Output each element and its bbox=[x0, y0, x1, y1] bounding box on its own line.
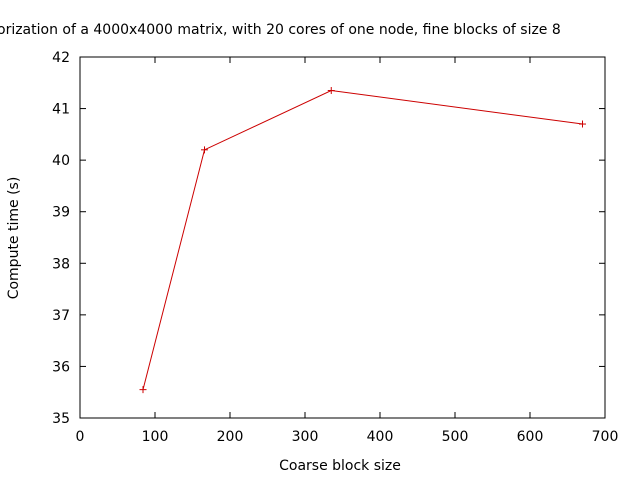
x-tick-label: 300 bbox=[292, 429, 319, 445]
series-line bbox=[142, 90, 583, 390]
data-point bbox=[327, 87, 335, 95]
y-axis-label: Compute time (s) bbox=[6, 177, 22, 300]
x-tick-label: 100 bbox=[142, 429, 169, 445]
y-tick-label: 42 bbox=[52, 50, 70, 66]
y-tick-label: 37 bbox=[52, 308, 70, 324]
y-tick-label: 39 bbox=[52, 205, 70, 221]
x-tick-label: 600 bbox=[517, 429, 544, 445]
x-axis-label: Coarse block size bbox=[279, 458, 401, 474]
data-point bbox=[139, 386, 147, 394]
x-tick-label: 200 bbox=[217, 429, 244, 445]
data-point bbox=[201, 146, 208, 154]
x-tick-label: 700 bbox=[592, 429, 619, 445]
axis-ticks: 0 100 200 300 400 500 600 700 35 36 37 38 39 40 41 42 bbox=[52, 50, 618, 445]
x-tick-label: 400 bbox=[367, 429, 394, 445]
y-tick-label: 38 bbox=[52, 256, 70, 272]
y-tick-label: 36 bbox=[52, 359, 70, 375]
y-tick-label: 41 bbox=[52, 102, 70, 118]
x-tick-label: 0 bbox=[76, 429, 85, 445]
plot-frame bbox=[79, 56, 606, 419]
plot-area bbox=[79, 56, 606, 419]
x-tick-label: 500 bbox=[442, 429, 469, 445]
data-point bbox=[579, 120, 586, 128]
y-tick-label: 40 bbox=[52, 153, 70, 169]
y-tick-label: 35 bbox=[52, 411, 70, 427]
chart-title: orization of a 4000x4000 matrix, with 20… bbox=[0, 22, 561, 38]
series-layer bbox=[139, 87, 586, 394]
